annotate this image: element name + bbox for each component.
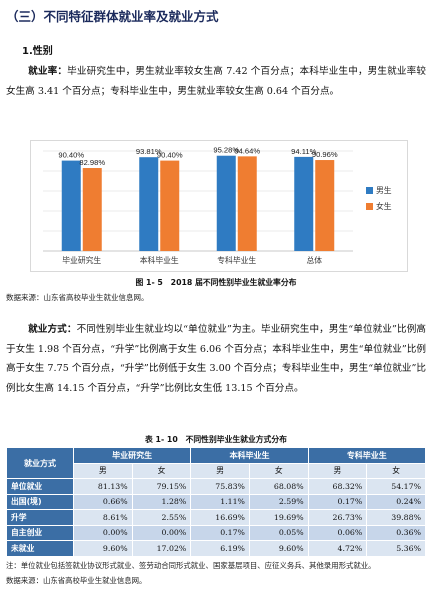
table-row: 出国(境) 0.66% 1.28% 1.11% 2.59% 0.17% 0.24… (6, 493, 426, 510)
legend-label: 男生 (376, 185, 392, 195)
table-cell: 75.83% (190, 478, 250, 495)
table-cell: 0.66% (73, 493, 133, 510)
bar (294, 156, 314, 251)
sub-header: 女 (248, 462, 309, 479)
bar (82, 168, 102, 251)
bar (237, 156, 257, 251)
table-cell: 0.24% (366, 493, 426, 510)
employment-rate-chart: 90.40% 82.98% 毕业研究生 93.81% 90.40% 本科毕业生 95.28%… (30, 140, 408, 272)
table-cell: 68.32% (307, 478, 368, 495)
table-caption: 表 1- 10 不同性别毕业生就业方式分布 (145, 435, 287, 444)
bar (139, 157, 159, 251)
table-cell: 6.19% (190, 540, 250, 557)
table-note: 注：单位就业包括签就业协议形式就业、签劳动合同形式就业、国家基层项目、应征义务兵… (6, 561, 376, 570)
chart-svg: 90.40%82.98%毕业研究生93.81%90.40%本科毕业生95.28%… (43, 146, 392, 265)
table-cell: 1.11% (190, 493, 250, 510)
table-cell: 0.06% (307, 524, 368, 541)
table-cell: 5.36% (366, 540, 426, 557)
table-source: 数据来源：山东省高校毕业生就业信息网。 (6, 576, 147, 585)
table-cell: 0.05% (248, 524, 309, 541)
para-text: 不同性别毕业生就业均以“单位就业”为主。毕业研究生中，男生“单位就业”比例高于女… (6, 324, 426, 394)
table-cell: 16.69% (190, 509, 250, 526)
para-lead: 就业方式： (28, 324, 77, 335)
category-label: 本科毕业生 (140, 255, 179, 265)
employment-mode-table: 就业方式 毕业研究生 本科毕业生 专科毕业生 男 女 男 女 男 女 单位就业 … (6, 447, 427, 557)
data-label: 95.28% (213, 146, 239, 155)
bar (216, 155, 236, 251)
section-title: （三）不同特征群体就业率及就业方式 (6, 9, 219, 24)
legend-swatch (366, 187, 373, 194)
table-corner-header: 就业方式 (6, 447, 74, 479)
row-label: 未就业 (6, 540, 74, 557)
table-cell: 4.72% (307, 540, 368, 557)
table-cell: 9.60% (73, 540, 133, 557)
legend-swatch (366, 203, 373, 210)
sub-header: 女 (366, 462, 426, 479)
employment-mode-paragraph: 就业方式：不同性别毕业生就业均以“单位就业”为主。毕业研究生中，男生“单位就业”… (6, 320, 426, 398)
table-cell: 8.61% (73, 509, 133, 526)
table-cell: 17.02% (131, 540, 192, 557)
bar (61, 160, 81, 251)
sub-header: 男 (190, 462, 250, 479)
table-cell: 9.60% (248, 540, 309, 557)
bar (160, 160, 180, 251)
table-cell: 39.88% (366, 509, 426, 526)
bar (315, 160, 335, 251)
table-cell: 26.73% (307, 509, 368, 526)
table-cell: 54.17% (366, 478, 426, 495)
figure-source: 数据来源：山东省高校毕业生就业信息网。 (6, 293, 149, 302)
figure-caption: 图 1- 5 2018 届不同性别毕业生就业率分布 (135, 278, 297, 287)
row-label: 出国(境) (6, 493, 74, 510)
table-cell: 2.59% (248, 493, 309, 510)
table-row: 未就业 9.60% 17.02% 6.19% 9.60% 4.72% 5.36% (6, 540, 426, 557)
group-header: 本科毕业生 (190, 447, 309, 464)
table-cell: 0.36% (366, 524, 426, 541)
table-cell: 79.15% (131, 478, 192, 495)
category-label: 总体 (306, 255, 322, 265)
data-label: 94.11% (291, 147, 316, 156)
table-cell: 68.08% (248, 478, 309, 495)
subsection-title: 1.性别 (22, 46, 53, 57)
group-header: 专科毕业生 (307, 447, 427, 464)
table-cell: 81.13% (73, 478, 133, 495)
row-label: 单位就业 (6, 478, 74, 495)
row-label: 自主创业 (6, 524, 74, 541)
row-label: 升学 (6, 509, 74, 526)
table-cell: 1.28% (131, 493, 192, 510)
data-label: 90.40% (157, 151, 183, 160)
sub-header: 男 (73, 462, 133, 479)
sub-header: 女 (131, 462, 192, 479)
data-label: 82.98% (79, 158, 105, 167)
para-text: 毕业研究生中，男生就业率较女生高 7.42 个百分点；本科毕业生中，男生就业率较… (6, 66, 426, 97)
table-cell: 0.17% (307, 493, 368, 510)
data-label: 93.81% (136, 147, 162, 156)
table-cell: 2.55% (131, 509, 192, 526)
employment-rate-paragraph: 就业率：毕业研究生中，男生就业率较女生高 7.42 个百分点；本科毕业生中，男生… (6, 62, 426, 101)
data-label: 90.40% (58, 151, 84, 160)
data-label: 94.64% (234, 146, 260, 155)
table-row: 自主创业 0.00% 0.00% 0.17% 0.05% 0.06% 0.36% (6, 524, 426, 541)
group-header: 毕业研究生 (72, 447, 192, 464)
para-lead: 就业率： (28, 66, 68, 77)
table-row: 单位就业 81.13% 79.15% 75.83% 68.08% 68.32% … (6, 478, 426, 495)
sub-header: 男 (307, 462, 368, 479)
category-label: 毕业研究生 (62, 255, 101, 265)
data-label: 90.96% (312, 150, 338, 159)
table-cell: 0.17% (190, 524, 250, 541)
table-row: 升学 8.61% 2.55% 16.69% 19.69% 26.73% 39.8… (6, 509, 426, 526)
category-label: 专科毕业生 (217, 255, 256, 265)
legend-label: 女生 (376, 201, 392, 211)
table-cell: 0.00% (73, 524, 133, 541)
table-cell: 0.00% (131, 524, 192, 541)
table-cell: 19.69% (248, 509, 309, 526)
